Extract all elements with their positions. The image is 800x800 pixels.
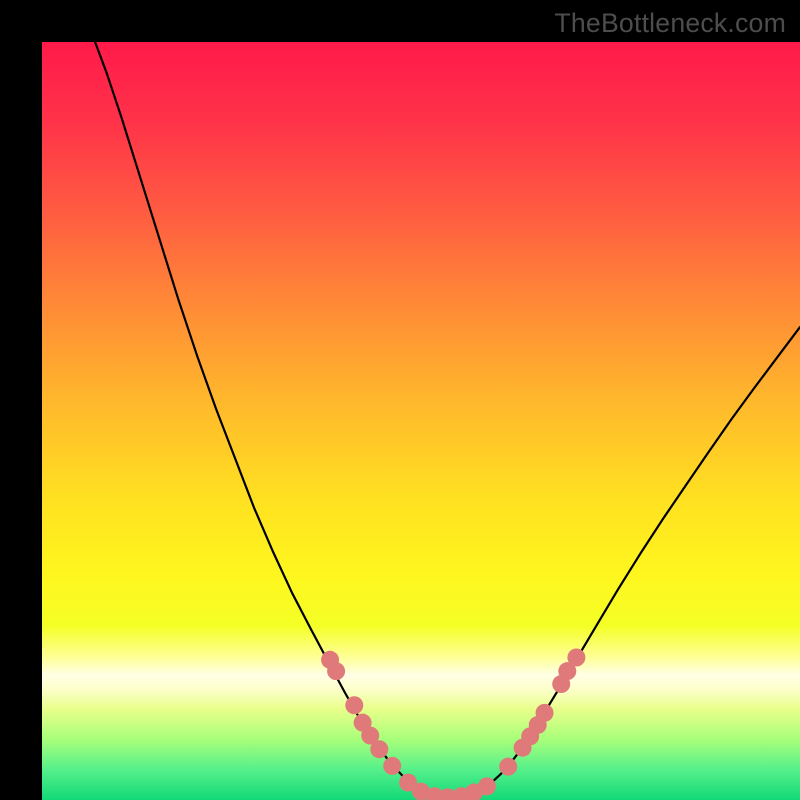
- plot-svg: [42, 42, 800, 800]
- data-marker: [567, 649, 585, 667]
- data-marker: [327, 662, 345, 680]
- data-marker: [345, 696, 363, 714]
- chart-root: TheBottleneck.com: [0, 0, 800, 800]
- watermark-text: TheBottleneck.com: [554, 8, 786, 39]
- data-marker: [536, 704, 554, 722]
- data-marker: [370, 740, 388, 758]
- data-marker: [478, 777, 496, 795]
- plot-area: [42, 42, 800, 800]
- data-marker: [383, 757, 401, 775]
- data-marker: [499, 758, 517, 776]
- gradient-background: [42, 42, 800, 800]
